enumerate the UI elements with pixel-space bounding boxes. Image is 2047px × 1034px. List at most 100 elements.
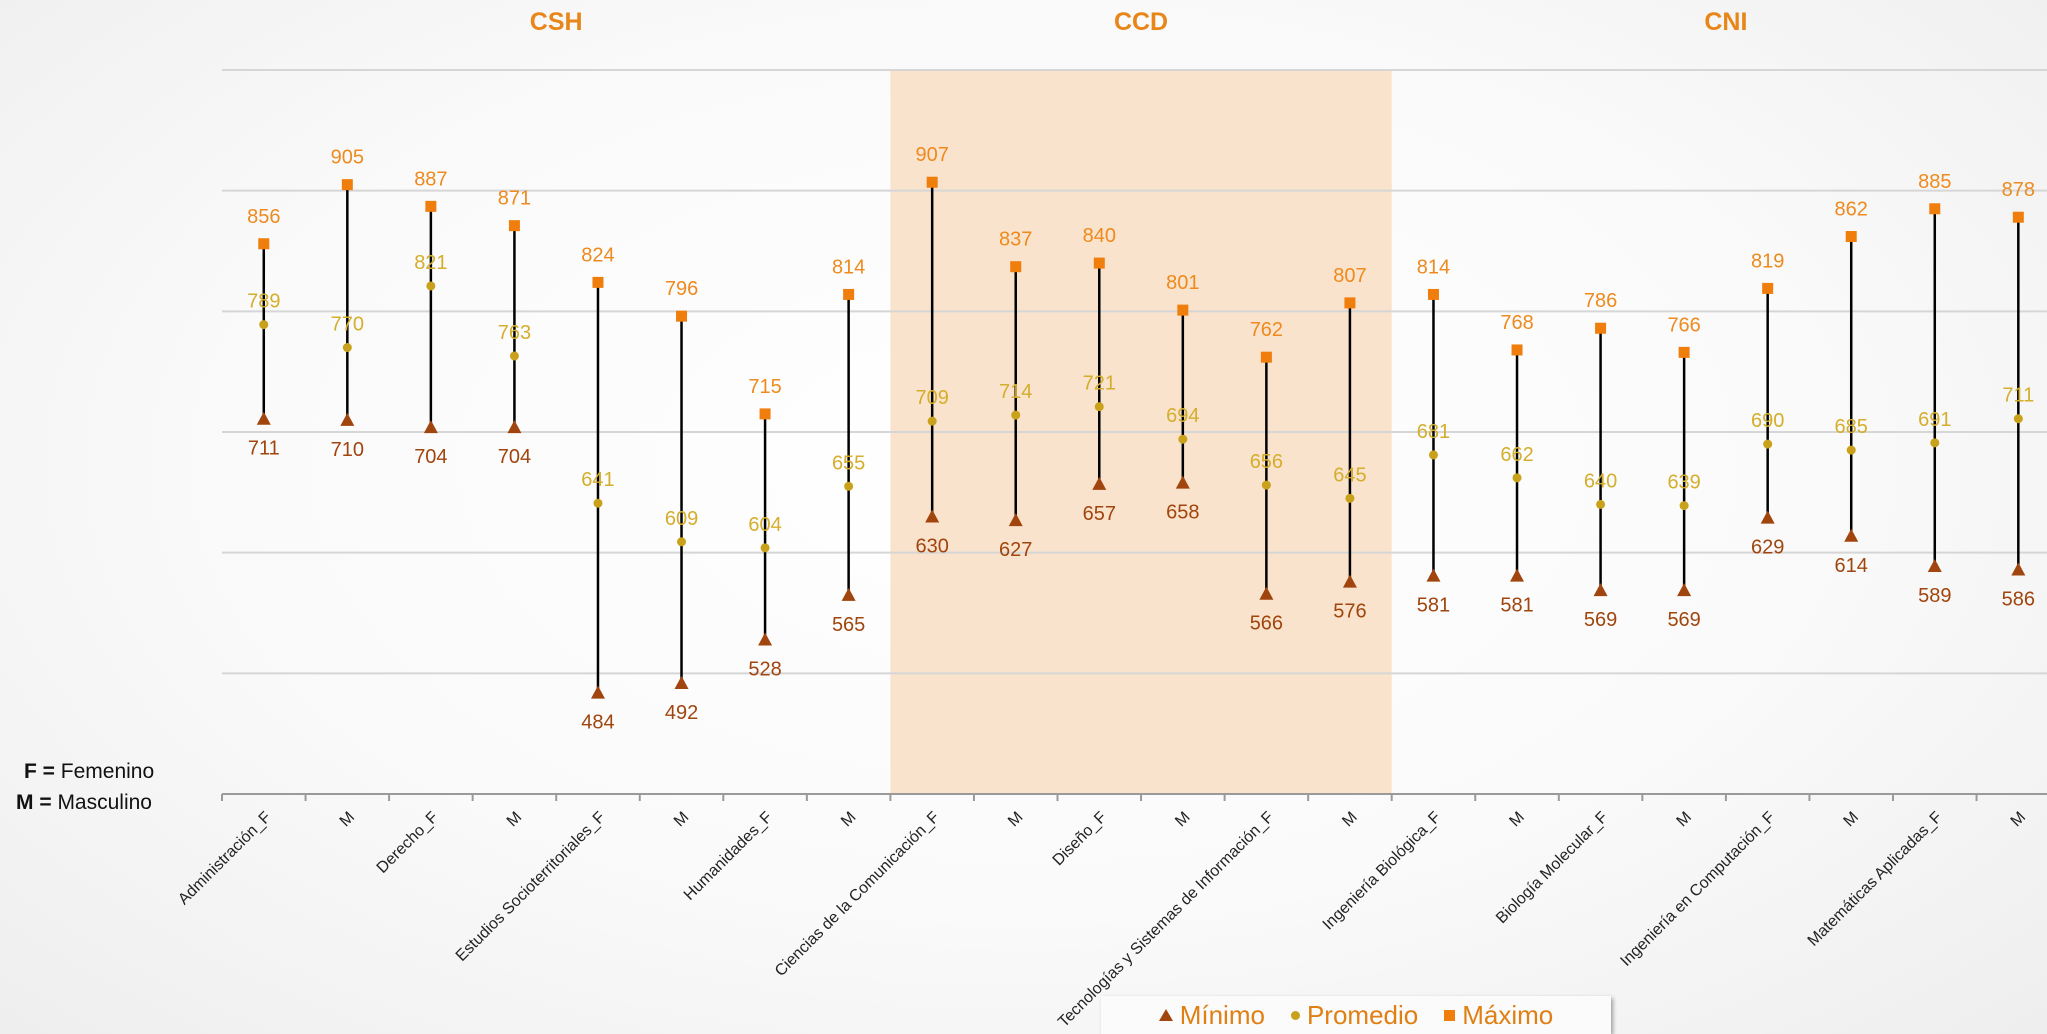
minimo-label: 581 <box>1417 595 1450 617</box>
note-femenino: F = Femenino <box>24 760 154 784</box>
promedio-point <box>1596 499 1606 509</box>
category-label: M <box>671 809 692 830</box>
maximo-label: 824 <box>581 244 614 266</box>
promedio-label: 763 <box>498 322 531 344</box>
note-masculino-text: Masculino <box>57 791 152 814</box>
maximo-point <box>1595 322 1607 334</box>
note-masculino: M = Masculino <box>16 791 152 815</box>
maximo-point <box>1678 346 1690 358</box>
maximo-point <box>258 238 270 250</box>
promedio-label: 641 <box>581 469 614 491</box>
square-marker-icon <box>1444 1009 1456 1021</box>
minimo-point <box>1342 574 1357 588</box>
maximo-point <box>843 288 855 300</box>
minimo-point <box>1259 586 1274 600</box>
promedio-label: 662 <box>1500 444 1533 466</box>
minimo-point <box>1092 476 1107 490</box>
minimo-point <box>1008 513 1023 527</box>
minimo-label: 627 <box>999 539 1032 561</box>
maximo-label: 766 <box>1667 314 1700 336</box>
maximo-point <box>1177 304 1189 316</box>
promedio-label: 690 <box>1751 410 1784 432</box>
category-label: Matemáticas Aplicadas_F <box>1805 809 1946 950</box>
category-label: M <box>1506 809 1527 830</box>
minimo-point <box>1175 475 1190 489</box>
maximo-point <box>1427 288 1439 300</box>
minimo-point <box>590 685 605 699</box>
promedio-point <box>1178 434 1188 444</box>
category-label: M <box>337 809 358 830</box>
promedio-point <box>760 543 770 553</box>
minimo-label: 630 <box>915 535 948 557</box>
triangle-marker-icon <box>1158 1009 1173 1021</box>
maximo-point <box>926 176 938 188</box>
minimo-label: 657 <box>1083 503 1116 525</box>
minimo-point <box>256 411 271 425</box>
minimo-point <box>674 675 689 689</box>
minimo-label: 581 <box>1500 595 1533 617</box>
promedio-point <box>593 498 603 508</box>
promedio-label: 714 <box>999 381 1032 403</box>
maximo-label: 907 <box>915 144 948 166</box>
note-femenino-key: F = <box>24 760 55 783</box>
maximo-point <box>1260 351 1272 363</box>
group-title-cni: CNI <box>1704 8 1747 36</box>
maximo-point <box>1010 261 1022 273</box>
promedio-label: 609 <box>665 508 698 530</box>
category-label: Ciencias de la Comunicación_F <box>772 809 943 980</box>
maximo-point <box>1344 297 1356 309</box>
maximo-label: 856 <box>247 206 280 228</box>
category-label: Biología Molecular_F <box>1493 809 1611 927</box>
promedio-point <box>844 481 854 491</box>
category-label: Ingeniería en Computación_F <box>1617 809 1778 970</box>
legend-label-maximo: Máximo <box>1462 999 1554 1030</box>
maximo-label: 715 <box>748 376 781 398</box>
promedio-point <box>1846 445 1856 455</box>
note-femenino-text: Femenino <box>60 760 155 783</box>
promedio-label: 711 <box>2002 385 2034 407</box>
minimo-label: 484 <box>581 712 614 734</box>
minimo-point <box>925 509 940 523</box>
minimo-label: 589 <box>1918 585 1951 607</box>
promedio-point <box>2013 414 2023 424</box>
promedio-label: 685 <box>1835 416 1868 438</box>
minimo-point <box>758 632 773 646</box>
maximo-label: 819 <box>1751 250 1784 272</box>
category-label: Humanidades_F <box>681 809 776 904</box>
category-label: Estudios Socioterritoriales_F <box>453 809 609 965</box>
category-label: M <box>838 809 859 830</box>
category-label: M <box>2008 809 2029 830</box>
minimo-point <box>507 420 522 434</box>
minimo-point <box>340 412 355 426</box>
minimo-point <box>1927 558 1942 572</box>
promedio-point <box>1261 480 1271 490</box>
maximo-label: 786 <box>1584 290 1617 312</box>
minimo-point <box>1844 528 1859 542</box>
maximo-point <box>1845 231 1857 243</box>
minimo-point <box>1677 583 1692 597</box>
minimo-label: 586 <box>2002 589 2035 611</box>
maximo-label: 796 <box>665 278 698 300</box>
maximo-label: 871 <box>498 188 531 210</box>
promedio-point <box>927 416 937 426</box>
minimo-label: 629 <box>1751 537 1784 559</box>
promedio-point <box>1428 450 1438 460</box>
legend-item-promedio: Promedio <box>1290 999 1419 1031</box>
minimo-label: 569 <box>1584 609 1617 631</box>
promedio-point <box>677 537 687 547</box>
promedio-point <box>509 351 519 361</box>
promedio-label: 709 <box>915 387 948 409</box>
promedio-point <box>1763 439 1773 449</box>
promedio-point <box>1679 501 1689 511</box>
maximo-point <box>759 408 771 420</box>
promedio-point <box>259 320 269 330</box>
promedio-label: 655 <box>832 452 865 474</box>
legend-item-maximo: Máximo <box>1444 1000 1553 1031</box>
promedio-point <box>1345 493 1355 503</box>
promedio-point <box>1930 438 1940 448</box>
legend-label-promedio: Promedio <box>1306 999 1419 1030</box>
maximo-point <box>676 310 688 322</box>
promedio-point <box>426 281 436 291</box>
promedio-label: 691 <box>1918 409 1951 431</box>
legend-label-minimo: Mínimo <box>1179 999 1265 1030</box>
